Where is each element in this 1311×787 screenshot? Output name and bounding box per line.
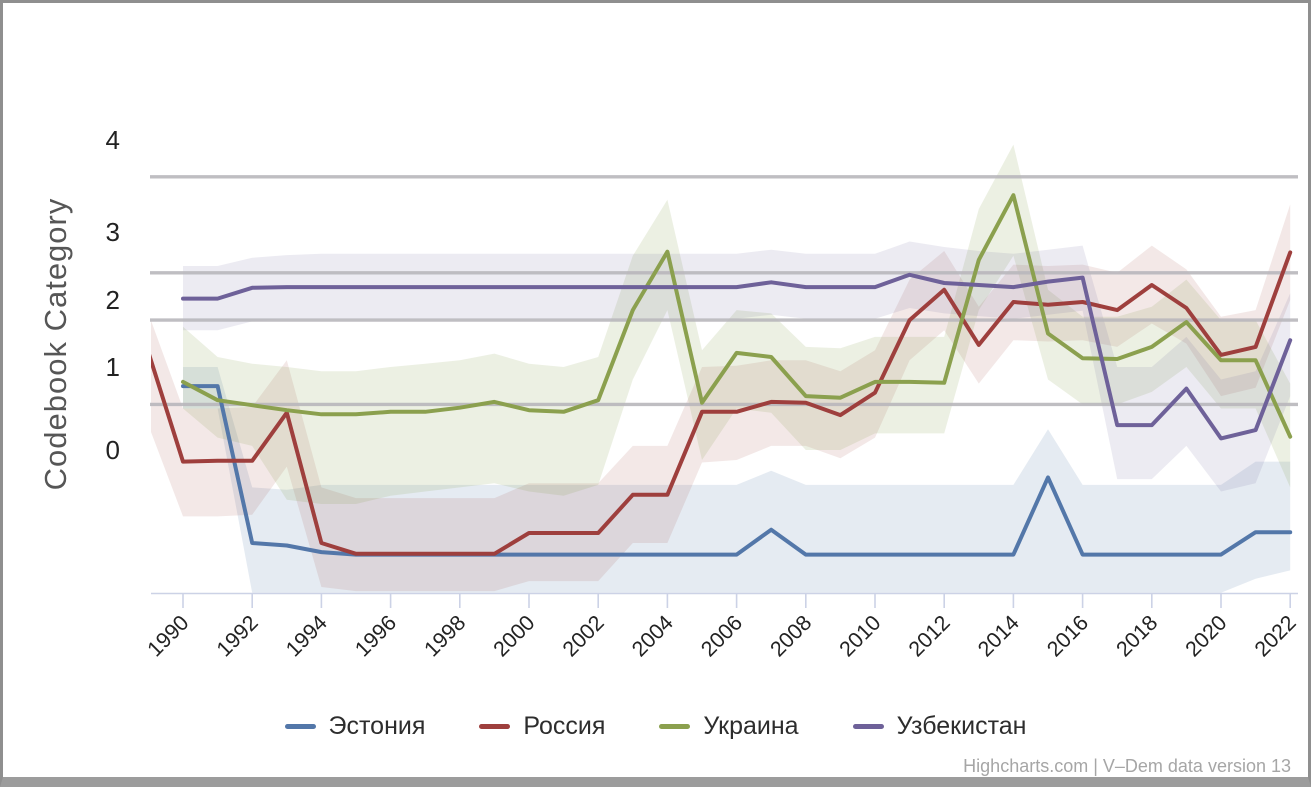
x-axis-label: 2002: [558, 611, 609, 662]
legend-dash-estonia-icon: [284, 724, 316, 729]
y-axis-label: 2: [106, 285, 120, 315]
x-axis-label: 2006: [696, 611, 747, 662]
legend-label-estonia: Эстония: [328, 712, 426, 740]
x-axis-label: 2000: [489, 611, 540, 662]
x-axis-label: 2004: [627, 611, 678, 662]
credits-link[interactable]: Highcharts.com | V–Dem data version 13: [963, 756, 1291, 776]
y-axis-label: 3: [106, 217, 120, 247]
series-band-russia: [151, 204, 1291, 592]
legend-item-uzbekistan[interactable]: Узбекистан: [852, 712, 1027, 741]
x-axis-label: 1998: [420, 611, 471, 662]
legend-label-russia: Россия: [523, 712, 606, 740]
legend-dash-russia-icon: [479, 724, 511, 729]
legend-dash-ukraine-icon: [659, 724, 691, 729]
series-line-uzbekistan[interactable]: [181, 272, 1293, 441]
x-axis-label: 2022: [1250, 611, 1301, 662]
legend-item-estonia[interactable]: Эстония: [284, 712, 426, 741]
x-axis-label: 2020: [1181, 611, 1232, 662]
legend-item-russia[interactable]: Россия: [479, 712, 605, 741]
x-axis-label: 1996: [350, 611, 401, 662]
legend-label-uzbekistan: Узбекистан: [896, 712, 1027, 740]
y-axis-title: Codebook Category: [38, 197, 73, 491]
series-line-russia[interactable]: [148, 250, 1293, 556]
x-axis-label: 2018: [1112, 611, 1163, 662]
x-axis-label: 1990: [143, 611, 194, 662]
legend-label-ukraine: Украина: [703, 712, 799, 740]
y-axis-label: 4: [106, 125, 120, 155]
x-axis-label: 2014: [973, 611, 1024, 662]
x-axis-label: 1992: [212, 611, 263, 662]
y-axis-label: 1: [106, 352, 120, 382]
y-axis-label: 0: [106, 435, 120, 465]
x-axis-label: 2012: [904, 611, 955, 662]
series-band-estonia: [183, 367, 1291, 593]
series-line-ukraine[interactable]: [181, 193, 1293, 439]
x-axis-label: 1994: [281, 611, 332, 662]
x-axis-label: 2016: [1042, 611, 1093, 662]
legend: Эстония Россия Украина Узбекистан: [0, 712, 1311, 741]
legend-dash-uzbekistan-icon: [852, 724, 884, 729]
x-axis-label: 2010: [835, 611, 886, 662]
series-band-ukraine: [183, 144, 1291, 504]
legend-item-ukraine[interactable]: Украина: [659, 712, 799, 741]
x-axis-label: 2008: [766, 611, 817, 662]
